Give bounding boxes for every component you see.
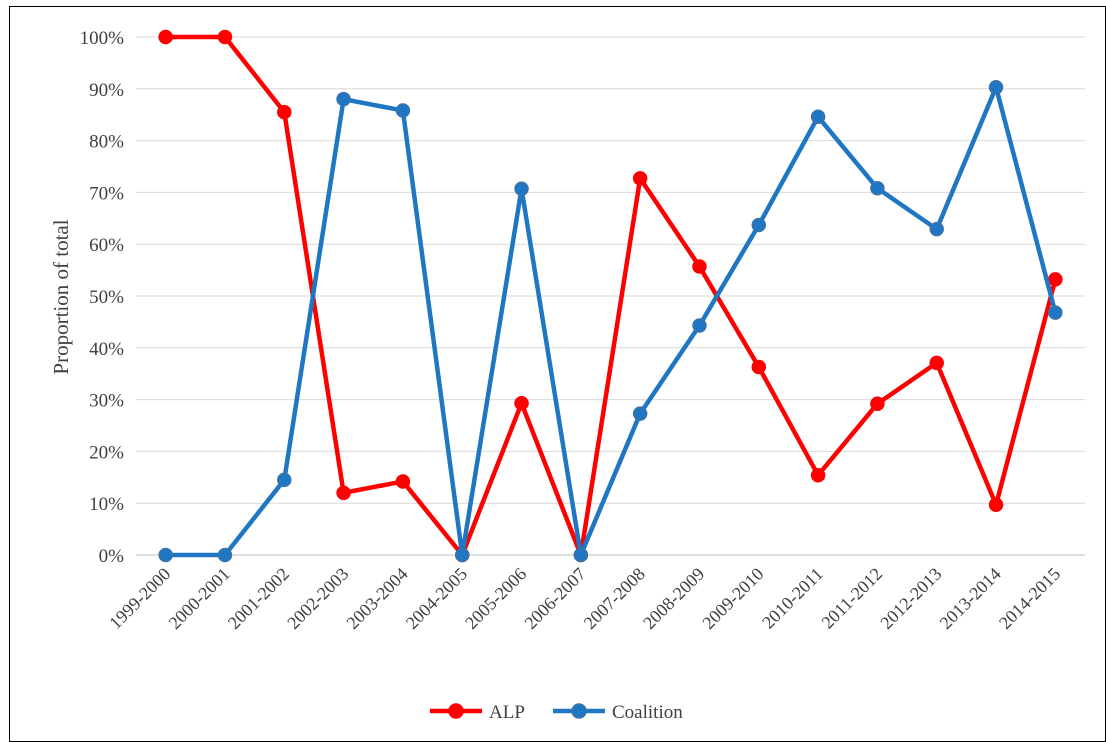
y-tick-label: 30% xyxy=(89,391,124,412)
y-axis-title: Proportion of total xyxy=(49,219,73,374)
data-point xyxy=(632,171,648,186)
legend-label: ALP xyxy=(489,702,525,723)
x-tick-label: 2005-2006 xyxy=(461,564,530,633)
y-tick-label: 60% xyxy=(89,235,124,256)
x-tick-label: 2004-2005 xyxy=(402,564,471,633)
data-point xyxy=(1048,305,1063,320)
y-tick-label: 50% xyxy=(89,287,124,308)
data-point xyxy=(336,91,351,107)
legend: ALP Coalition xyxy=(430,702,683,723)
data-point xyxy=(929,355,944,371)
data-point xyxy=(514,181,529,197)
data-point xyxy=(632,406,648,421)
data-point xyxy=(751,359,767,375)
x-tick-label: 2007-2008 xyxy=(580,564,649,633)
y-tick-label: 80% xyxy=(89,132,124,153)
data-point xyxy=(988,497,1004,513)
y-tick-label: 100% xyxy=(80,28,125,49)
data-point xyxy=(217,29,233,45)
x-tick-label: 1999-2000 xyxy=(105,564,174,633)
data-point xyxy=(870,396,885,411)
series-layer xyxy=(158,29,1063,563)
data-point xyxy=(277,472,292,488)
series-line xyxy=(163,84,1058,558)
data-point xyxy=(158,547,173,563)
data-point xyxy=(336,485,351,501)
y-tick-label: 10% xyxy=(89,494,124,515)
series-coalition xyxy=(158,79,1063,563)
y-tick-label: 0% xyxy=(99,546,125,567)
data-point xyxy=(454,547,470,563)
x-tick-label: 2010-2011 xyxy=(758,564,827,633)
gridlines xyxy=(136,36,1085,556)
data-point xyxy=(988,79,1004,95)
x-tick-label: 2006-2007 xyxy=(520,564,589,633)
x-tick-label: 2011-2012 xyxy=(817,564,886,633)
y-tick-label: 20% xyxy=(89,442,124,463)
data-point xyxy=(692,318,707,333)
x-tick-label: 2012-2013 xyxy=(876,564,945,633)
data-point xyxy=(514,395,529,411)
y-axis-ticks: 0% 10% 20% 30% 40% 50% 60% 70% 80% 90% 100% xyxy=(80,28,125,567)
data-point xyxy=(573,547,589,563)
x-tick-label: 2001-2002 xyxy=(224,564,293,633)
data-point xyxy=(692,259,707,274)
y-tick-label: 40% xyxy=(89,339,124,360)
legend-label: Coalition xyxy=(612,702,683,723)
x-tick-label: 2014-2015 xyxy=(995,564,1064,633)
data-point xyxy=(929,221,944,237)
data-point xyxy=(1048,272,1063,287)
data-point xyxy=(751,217,767,233)
x-tick-label: 2002-2003 xyxy=(283,564,352,633)
legend-swatch-marker xyxy=(571,703,587,719)
data-point xyxy=(277,104,292,120)
data-point xyxy=(810,467,826,483)
data-point xyxy=(217,547,233,563)
data-point xyxy=(158,29,173,45)
x-tick-label: 2008-2009 xyxy=(639,564,708,633)
y-tick-label: 90% xyxy=(89,80,124,101)
x-tick-label: 2003-2004 xyxy=(342,564,411,633)
data-point xyxy=(870,181,885,196)
x-axis-ticks: 1999-20002000-20012001-20022002-20032003… xyxy=(105,564,1064,633)
data-point xyxy=(395,103,411,118)
x-tick-label: 2009-2010 xyxy=(698,564,767,633)
x-tick-label: 2013-2014 xyxy=(936,564,1005,633)
data-point xyxy=(395,474,411,489)
legend-swatch-marker xyxy=(448,703,464,719)
x-tick-label: 2000-2001 xyxy=(165,564,234,633)
data-point xyxy=(810,109,826,125)
y-tick-label: 70% xyxy=(89,183,124,204)
